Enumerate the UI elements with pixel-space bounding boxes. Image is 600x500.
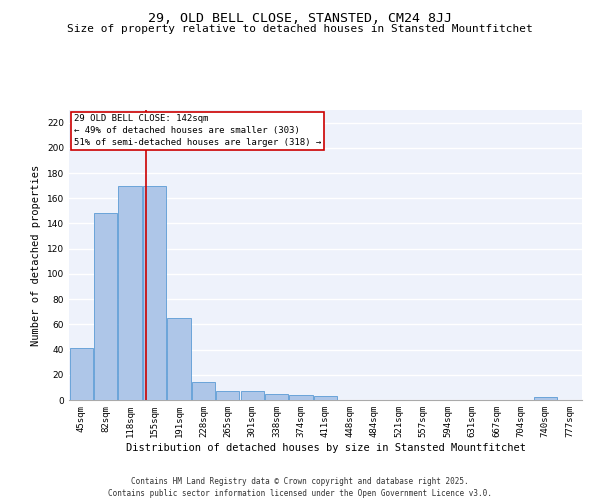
Y-axis label: Number of detached properties: Number of detached properties: [31, 164, 41, 346]
Bar: [70, 348, 93, 400]
Bar: [289, 395, 313, 400]
Bar: [241, 391, 264, 400]
Bar: [314, 396, 337, 400]
Text: Size of property relative to detached houses in Stansted Mountfitchet: Size of property relative to detached ho…: [67, 24, 533, 34]
Bar: [94, 214, 117, 400]
Text: 29, OLD BELL CLOSE, STANSTED, CM24 8JJ: 29, OLD BELL CLOSE, STANSTED, CM24 8JJ: [148, 12, 452, 26]
Bar: [118, 186, 142, 400]
Bar: [265, 394, 288, 400]
Bar: [216, 391, 239, 400]
Text: Contains HM Land Registry data © Crown copyright and database right 2025.
Contai: Contains HM Land Registry data © Crown c…: [108, 476, 492, 498]
Bar: [192, 382, 215, 400]
Bar: [143, 186, 166, 400]
Bar: [167, 318, 191, 400]
X-axis label: Distribution of detached houses by size in Stansted Mountfitchet: Distribution of detached houses by size …: [125, 442, 526, 452]
Bar: [534, 398, 557, 400]
Text: 29 OLD BELL CLOSE: 142sqm
← 49% of detached houses are smaller (303)
51% of semi: 29 OLD BELL CLOSE: 142sqm ← 49% of detac…: [74, 114, 322, 147]
